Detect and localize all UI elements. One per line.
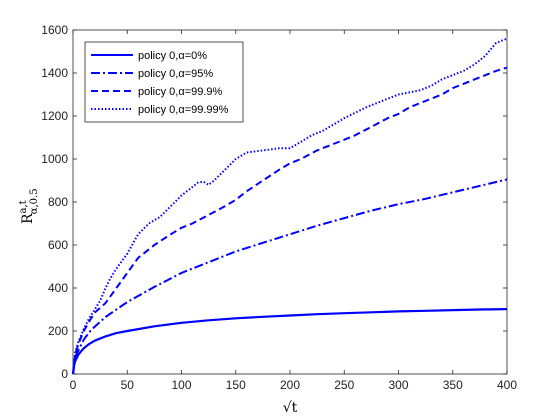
y-axis-label-sup: a,t <box>18 200 29 213</box>
x-tick-label: 50 <box>121 378 135 392</box>
y-tick-label: 1600 <box>41 23 68 37</box>
series-line-3 <box>72 66 508 375</box>
x-tick-label: 0 <box>70 378 77 392</box>
x-tick-label: 200 <box>280 378 300 392</box>
y-axis-label-sub: α,0.5 <box>29 188 40 214</box>
legend-label-4: policy 0,α=99.99% <box>138 104 229 116</box>
x-axis-label: √t <box>283 400 298 416</box>
y-tick-label: 800 <box>48 195 68 209</box>
series-line-4 <box>72 37 508 375</box>
y-tick-label: 0 <box>61 367 68 381</box>
y-axis-label: Ra,tα,0.5 <box>18 188 40 224</box>
y-tick-label: 600 <box>48 238 68 252</box>
x-tick-label: 100 <box>171 378 191 392</box>
series-line-2 <box>72 178 508 375</box>
series-layer <box>71 37 508 375</box>
y-axis-label-base: R <box>20 213 36 224</box>
x-tick-label: 400 <box>497 378 517 392</box>
legend-label-2: policy 0,α=95% <box>138 68 213 80</box>
series-line-1 <box>71 308 508 375</box>
legend-label-1: policy 0,α=0% <box>138 50 207 62</box>
y-tick-label: 400 <box>48 281 68 295</box>
svg-text:Ra,tα,0.5: Ra,tα,0.5 <box>18 188 40 224</box>
x-tick-label: 300 <box>388 378 408 392</box>
legend-label-3: policy 0,α=99.9% <box>138 86 223 98</box>
y-tick-label: 1000 <box>41 152 68 166</box>
y-tick-label: 1200 <box>41 109 68 123</box>
y-tick-label: 1400 <box>41 66 68 80</box>
axis-ticks: 0 50 100 150 200 250 300 350 400 0 200 400 600 800 100… <box>41 23 517 392</box>
legend: policy 0,α=0% policy 0,α=95% policy 0,α=99… <box>84 41 244 123</box>
x-tick-label: 350 <box>443 378 463 392</box>
x-tick-label: 250 <box>334 378 354 392</box>
y-tick-label: 200 <box>48 324 68 338</box>
x-tick-label: 150 <box>226 378 246 392</box>
